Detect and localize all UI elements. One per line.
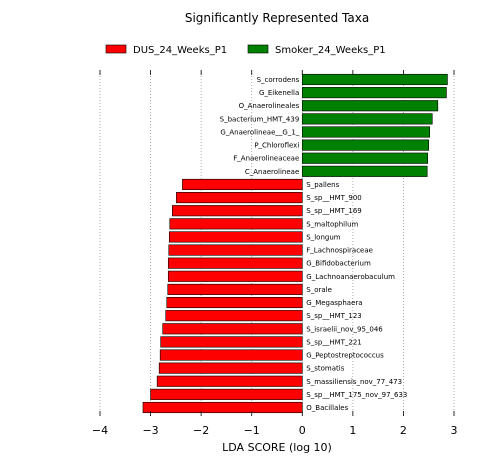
bar-label: G_Megasphaera	[306, 299, 362, 307]
bar-label: G_Anaerolineae__G_1_	[220, 128, 299, 136]
bar	[167, 257, 303, 269]
bar-label: S_longum	[306, 233, 340, 241]
x-axis-label: LDA SCORE (log 10)	[222, 441, 332, 454]
x-tick-label: −2	[193, 424, 209, 437]
x-tick-label: 0	[299, 424, 306, 437]
x-tick-label: −4	[92, 424, 108, 437]
chart-title: Significantly Represented Taxa	[185, 11, 369, 25]
bar-label: G_Lachnoanaerobaculum	[306, 273, 395, 281]
x-tick-label: 2	[400, 424, 407, 437]
bar	[301, 113, 433, 125]
bar	[142, 401, 303, 414]
bar-label: G_Peptostreptococcus	[306, 352, 384, 360]
bar	[168, 231, 303, 243]
x-tick-label: −3	[142, 424, 158, 437]
bar	[168, 244, 303, 256]
bar-label: G_Eikenella	[259, 89, 299, 97]
bar-label: S_sp__HMT_175_nov_97_633	[306, 391, 407, 399]
legend: DUS_24_Weeks_P1 Smoker_24_Weeks_P1	[105, 44, 386, 56]
bar-label: S_sp__HMT_169	[306, 207, 361, 215]
bar	[158, 362, 303, 374]
bar-label: O_Anaerolineales	[239, 102, 300, 110]
legend-label-smoker: Smoker_24_Weeks_P1	[275, 45, 386, 56]
bar	[166, 296, 303, 309]
bar-label: S_pallens	[306, 181, 339, 189]
bar	[169, 218, 303, 230]
legend-label-dus: DUS_24_Weeks_P1	[133, 45, 227, 56]
bar-label: F_Anaerolineaceae	[233, 155, 299, 163]
bar-label: P_Chloroflexi	[254, 142, 299, 150]
bar-label: O_Bacillales	[306, 404, 348, 412]
x-tick-label: −1	[244, 424, 260, 437]
bar	[160, 336, 303, 348]
bar	[301, 73, 448, 86]
bar-label: S_israelii_nov_95_046	[306, 325, 383, 333]
bar	[301, 152, 429, 164]
bar	[156, 375, 303, 387]
bar	[301, 126, 431, 138]
bar	[182, 178, 303, 191]
bar	[162, 323, 303, 335]
bar-label: S_sp__HMT_123	[306, 312, 361, 320]
bar-label: C_Anaerolineae	[245, 168, 299, 176]
legend-swatch-dus	[105, 44, 127, 54]
bar	[176, 192, 303, 204]
x-tick-label: 3	[451, 424, 458, 437]
bar	[159, 349, 303, 361]
bars	[142, 73, 448, 414]
bar-labels: S_corrodens G_Eikenella O_Anaerolineales S_…	[220, 76, 408, 412]
bar	[301, 87, 447, 99]
bar-label: G_Bifidobacterium	[306, 260, 371, 268]
bar-label: S_bacterium_HMT_439	[220, 115, 300, 123]
bar	[167, 283, 303, 295]
x-tick-label: 1	[349, 424, 356, 437]
bar-label: S_maltophilum	[306, 220, 358, 228]
bar	[150, 388, 303, 400]
bar	[165, 310, 303, 322]
bar-label: S_sp__HMT_221	[306, 338, 361, 346]
bar-label: S_corrodens	[257, 76, 300, 84]
bar	[301, 100, 439, 112]
legend-swatch-smoker	[247, 44, 269, 54]
bar	[301, 165, 428, 177]
bar-label: S_stomatis	[306, 365, 344, 373]
bar-label: S_sp__HMT_900	[306, 194, 361, 202]
bar-label: S_orale	[306, 286, 332, 294]
bar	[301, 139, 430, 151]
bar-label: S_massiliensis_nov_77_473	[306, 378, 402, 386]
bar	[172, 205, 303, 217]
bar	[167, 270, 303, 282]
x-axis: −4 −3 −2 −1 0 1 2 3	[92, 70, 458, 437]
bar-label: F_Lachnospiraceae	[306, 247, 373, 255]
